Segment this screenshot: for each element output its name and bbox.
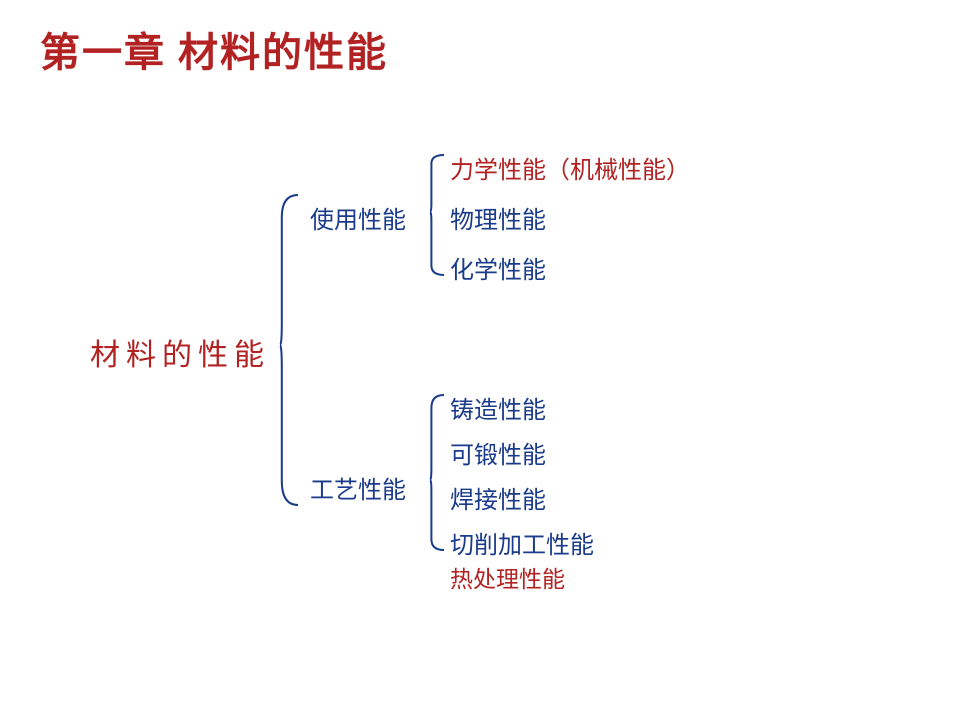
brace-layer [0, 0, 960, 720]
root-brace [280, 195, 298, 505]
process-brace [430, 395, 444, 550]
usage-brace [430, 155, 444, 275]
